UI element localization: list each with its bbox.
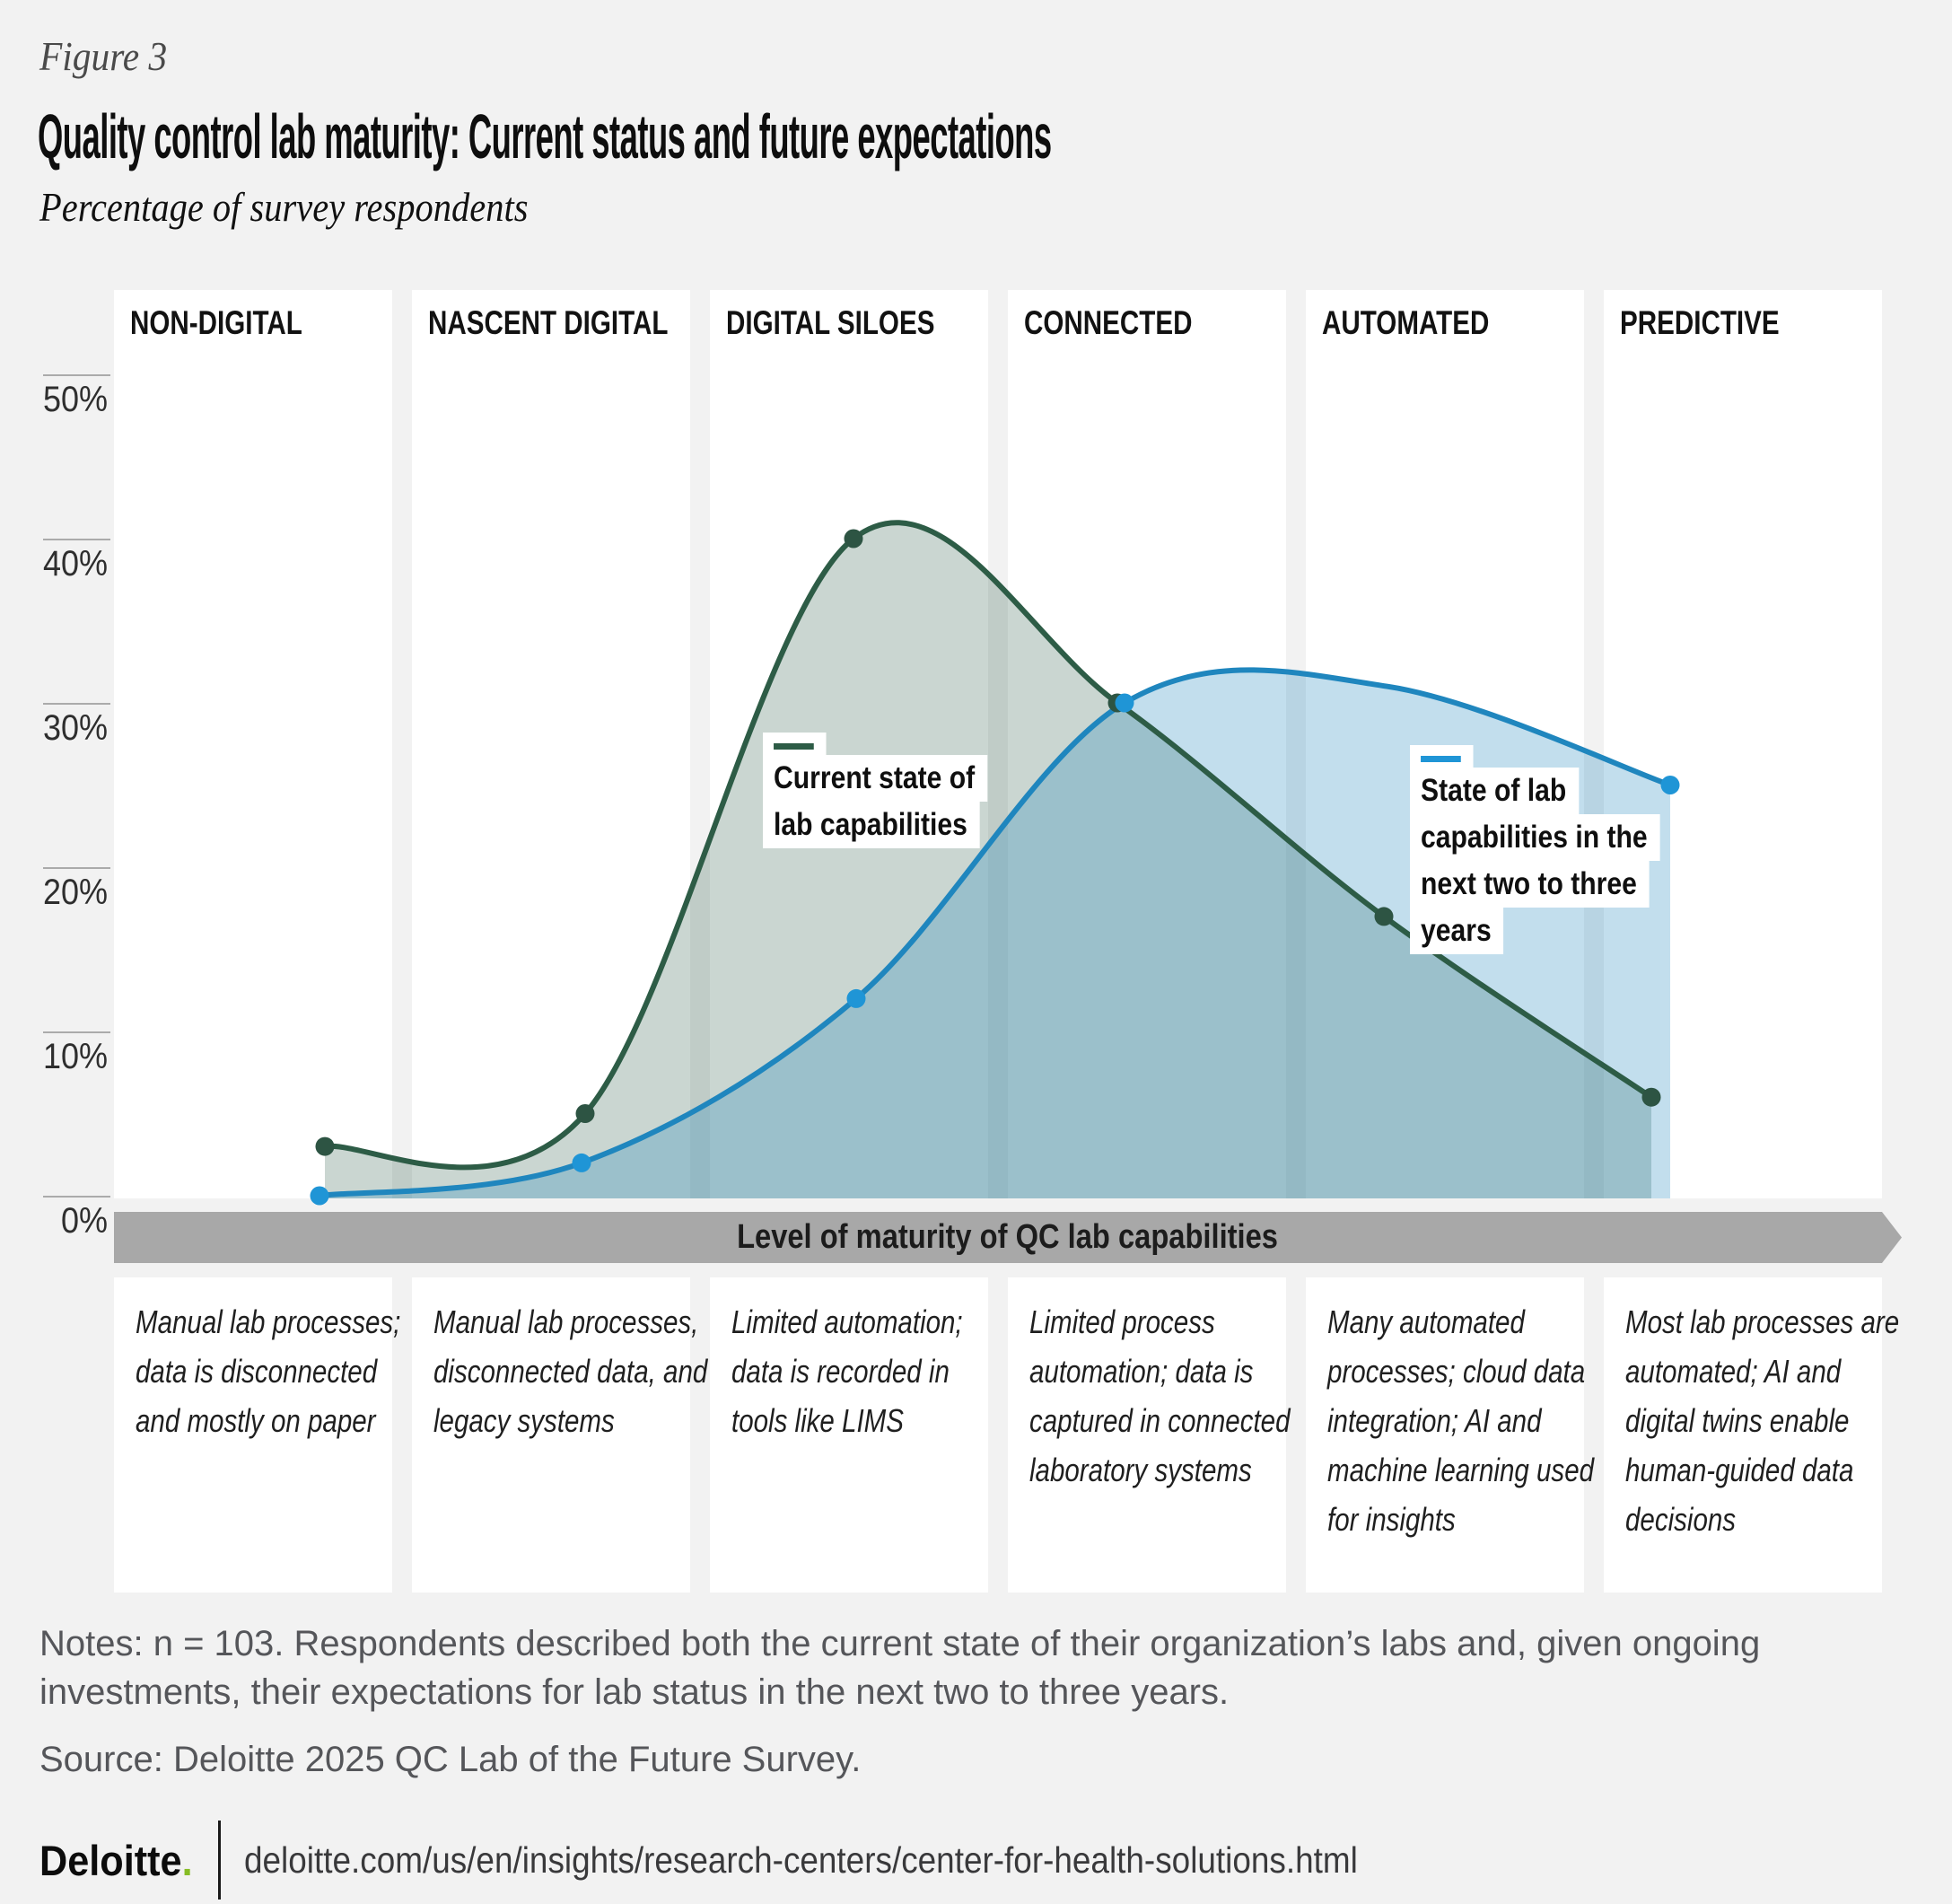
stage-header: NASCENT DIGITAL — [428, 304, 669, 341]
stage-panel-non-digital: NON-DIGITAL — [114, 290, 392, 1198]
future-series-swatch-icon — [1421, 756, 1461, 762]
stage-description-digital-siloes: Limited automation; data is recorded in … — [710, 1277, 988, 1593]
footer-url[interactable]: deloitte.com/us/en/insights/research-cen… — [244, 1838, 1359, 1881]
stage-panel-connected: CONNECTED — [1008, 290, 1286, 1198]
legend-line: lab capabilities — [763, 802, 980, 848]
figure-number: Figure 3 — [39, 33, 168, 79]
y-tick-40 — [43, 539, 110, 540]
description-text: Most lab processes are automated; AI and… — [1625, 1303, 1900, 1538]
stage-header: AUTOMATED — [1322, 304, 1490, 341]
stage-description-predictive: Most lab processes are automated; AI and… — [1604, 1277, 1899, 1593]
y-axis-label: 40% — [42, 544, 108, 583]
legend-line: State of lab — [1410, 768, 1580, 814]
legend-future-state: State of lab capabilities in the next tw… — [1410, 745, 1660, 954]
y-axis-label: 20% — [42, 873, 108, 912]
figure-subtitle: Percentage of survey respondents — [39, 184, 529, 230]
y-axis-label: 0% — [60, 1201, 108, 1241]
legend-swatch-row — [763, 733, 827, 755]
stage-description-automated: Many automated processes; cloud data int… — [1306, 1277, 1594, 1593]
x-axis-arrow-bar: Level of maturity of QC lab capabilities — [114, 1212, 1902, 1263]
source-text: Source: Deloitte 2025 QC Lab of the Futu… — [39, 1740, 862, 1779]
description-text: Limited process automation; data is capt… — [1029, 1303, 1291, 1488]
description-text: Limited automation; data is recorded in … — [731, 1303, 963, 1439]
y-axis-label: 50% — [42, 380, 108, 419]
legend-line: next two to three — [1410, 861, 1650, 908]
legend-line: capabilities in the — [1410, 814, 1660, 861]
footer: Deloitte. deloitte.com/us/en/insights/re… — [39, 1821, 1482, 1900]
stage-header: NON-DIGITAL — [130, 304, 302, 341]
stage-header: DIGITAL SILOES — [726, 304, 935, 341]
y-tick-10 — [43, 1031, 110, 1033]
legend-current-state: Current state of lab capabilities — [763, 733, 987, 848]
description-text: Manual lab processes, disconnected data,… — [433, 1303, 708, 1439]
stage-description-nascent-digital: Manual lab processes, disconnected data,… — [412, 1277, 707, 1593]
logo-green-dot: . — [181, 1836, 193, 1884]
legend-line: years — [1410, 908, 1504, 954]
y-tick-50 — [43, 374, 110, 376]
description-text: Many automated processes; cloud data int… — [1327, 1303, 1595, 1538]
notes-text: Notes: n = 103. Respondents described bo… — [39, 1624, 1761, 1712]
figure-title: Quality control lab maturity: Current st… — [38, 101, 1052, 171]
y-tick-0 — [43, 1196, 110, 1198]
legend-line: Current state of — [763, 755, 987, 802]
current-series-swatch-icon — [774, 743, 814, 750]
deloitte-logo: Deloitte. — [39, 1836, 193, 1884]
legend-swatch-row — [1410, 745, 1474, 768]
stage-header: PREDICTIVE — [1620, 304, 1780, 341]
y-axis-label: 30% — [42, 708, 108, 748]
description-text: Manual lab processes; data is disconnect… — [136, 1303, 401, 1439]
stage-header: CONNECTED — [1024, 304, 1193, 341]
stage-description-non-digital: Manual lab processes; data is disconnect… — [114, 1277, 400, 1593]
y-tick-20 — [43, 867, 110, 869]
footer-divider — [218, 1821, 222, 1900]
y-tick-30 — [43, 703, 110, 705]
stage-panel-automated: AUTOMATED — [1306, 290, 1584, 1198]
x-axis-label: Level of maturity of QC lab capabilities — [737, 1218, 1279, 1256]
stage-panel-predictive: PREDICTIVE — [1604, 290, 1882, 1198]
stage-panel-nascent-digital: NASCENT DIGITAL — [412, 290, 690, 1198]
y-axis-label: 10% — [42, 1037, 108, 1076]
stage-description-connected: Limited process automation; data is capt… — [1008, 1277, 1290, 1593]
